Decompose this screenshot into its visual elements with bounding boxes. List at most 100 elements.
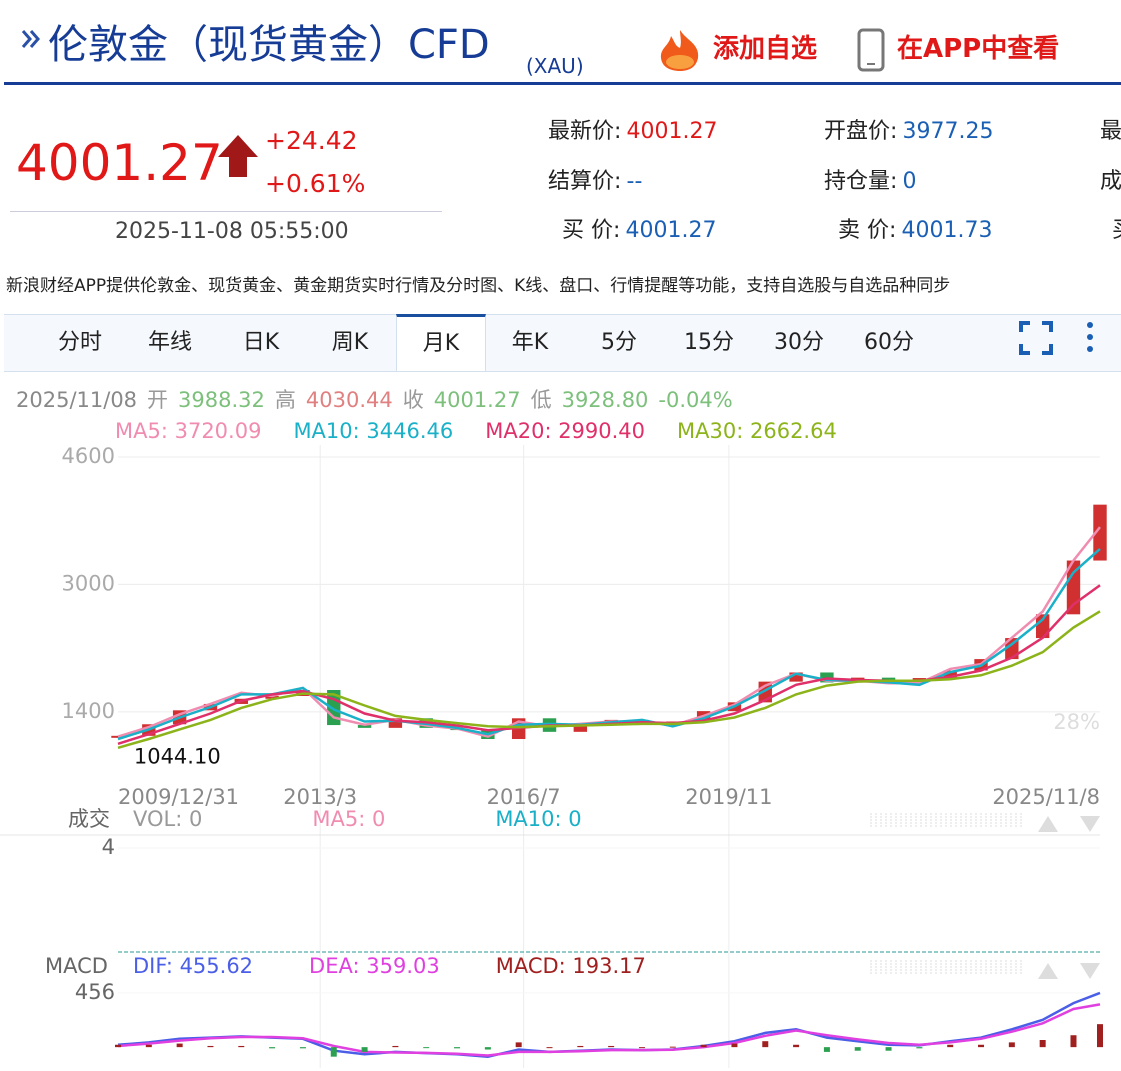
macd-bar xyxy=(577,1045,584,1048)
stat: 持仓量: 0 xyxy=(824,171,917,193)
stat: 最新价: 4001.27 xyxy=(548,121,718,143)
price-change: +24.42 xyxy=(265,126,358,155)
fire-icon xyxy=(660,30,699,71)
x-tick-label: 2009/12/31 xyxy=(118,785,239,809)
macd-bar xyxy=(1097,1024,1103,1048)
candle xyxy=(943,670,957,679)
tab[interactable]: 月K xyxy=(396,314,486,371)
x-tick-label: 2025/11/8 xyxy=(992,785,1100,809)
candle xyxy=(881,677,896,680)
x-tick-label: 2019/11 xyxy=(685,785,772,809)
legend-entry: DIF: 455.62 xyxy=(133,954,253,978)
macd-bar xyxy=(608,1045,615,1048)
macd-bar xyxy=(762,1041,769,1048)
candle xyxy=(912,678,927,681)
macd-bar xyxy=(330,1047,337,1057)
stat-label: 最 xyxy=(1100,119,1121,144)
y-tick-label: 3000 xyxy=(62,571,115,595)
legend-entry: VOL: 0 xyxy=(133,807,202,831)
field-value: 3988.32 xyxy=(178,388,265,412)
legend-entry: MA10: 3446.46 xyxy=(293,419,453,443)
up-arrow xyxy=(218,135,258,177)
macd-bar xyxy=(854,1047,861,1051)
tab[interactable]: 15分 xyxy=(684,330,734,355)
macd-bar xyxy=(392,1045,399,1048)
macd-bar xyxy=(638,1047,645,1049)
scroll-up xyxy=(1038,816,1058,832)
candle xyxy=(1005,638,1019,660)
y-tick-label: 456 xyxy=(75,980,115,1004)
macd-bar xyxy=(669,1046,676,1048)
stat-label: 买 价: xyxy=(562,218,621,243)
symbol-code: (XAU) xyxy=(526,54,584,78)
stat-value: 4001.73 xyxy=(901,218,993,243)
tab[interactable]: 年K xyxy=(511,330,549,355)
phone-icon xyxy=(857,28,885,72)
quote-time: 2025-11-08 05:55:00 xyxy=(115,219,349,244)
macd-bar xyxy=(1008,1042,1015,1048)
tab[interactable]: 周K xyxy=(331,330,369,355)
x-tick-label: 2016/7 xyxy=(487,785,561,809)
stat-label: 卖 价: xyxy=(838,218,897,243)
legend-entry: MACD: 193.17 xyxy=(496,954,646,978)
panel-title: 成交 xyxy=(68,807,110,831)
right-label: 28% xyxy=(1053,710,1100,734)
macd-bar xyxy=(1039,1040,1046,1048)
macd-bar xyxy=(546,1047,553,1049)
scroll-up xyxy=(1038,963,1058,979)
tab[interactable]: 5分 xyxy=(601,330,637,355)
legend-entry: MA5: 0 xyxy=(312,807,385,831)
header-rule xyxy=(4,82,1121,85)
stat: 买 xyxy=(1112,220,1121,242)
stat-value: 4001.27 xyxy=(625,218,717,243)
candle xyxy=(388,718,403,728)
bar-change: -0.04% xyxy=(658,388,732,412)
fullscreen-button[interactable] xyxy=(1018,320,1054,356)
open-app[interactable]: 在APP中查看 xyxy=(897,34,1060,64)
stat-label: 最新价: xyxy=(548,119,622,144)
y-tick-label: 4 xyxy=(102,835,115,859)
panel-title: MACD xyxy=(45,954,108,978)
candle xyxy=(111,735,125,738)
title-icon xyxy=(21,30,40,48)
stat-label: 持仓量: xyxy=(824,169,898,194)
macd-bar xyxy=(978,1044,985,1048)
macd-bar xyxy=(423,1047,430,1049)
macd-bar xyxy=(269,1047,276,1049)
stat-label: 买 xyxy=(1112,218,1121,243)
candle xyxy=(357,725,372,728)
macd-bar xyxy=(145,1044,152,1048)
stat-value: 4001.27 xyxy=(626,119,718,144)
macd-bar xyxy=(207,1045,214,1048)
tab[interactable]: 60分 xyxy=(864,330,914,355)
field-value: 3928.80 xyxy=(562,388,649,412)
tab[interactable]: 分时 xyxy=(57,330,102,355)
stat-value: -- xyxy=(626,169,643,194)
stat-label: 成 xyxy=(1100,169,1121,194)
menu-button[interactable] xyxy=(1080,320,1100,356)
stat: 成 xyxy=(1100,171,1121,193)
field-label: 开 xyxy=(147,388,168,412)
legend-entry: MA10: 0 xyxy=(495,807,581,831)
tab[interactable]: 日K xyxy=(242,330,280,355)
line xyxy=(117,547,1101,741)
macd-bar xyxy=(176,1043,183,1048)
add-watchlist[interactable]: 添加自选 xyxy=(713,34,818,64)
candle xyxy=(1093,504,1107,561)
stat-value: 3977.25 xyxy=(902,119,994,144)
line xyxy=(117,610,1101,750)
candle xyxy=(573,724,588,732)
macd-bar xyxy=(947,1044,954,1048)
scroll-down xyxy=(1080,816,1100,832)
tab[interactable]: 30分 xyxy=(774,330,824,355)
page-title: 伦敦金（现货黄金）CFD xyxy=(48,22,490,68)
macd-bar xyxy=(916,1047,923,1049)
line xyxy=(117,526,1101,738)
notice: 新浪财经APP提供伦敦金、现货黄金、黄金期货实时行情及分时图、K线、盘口、行情提… xyxy=(6,276,951,296)
macd-bar xyxy=(823,1047,830,1052)
y-tick-label: 4600 xyxy=(62,444,115,468)
legend-entry: MA20: 2990.40 xyxy=(485,419,645,443)
field-label: 低 xyxy=(531,388,552,412)
tab[interactable]: 年线 xyxy=(147,330,192,355)
